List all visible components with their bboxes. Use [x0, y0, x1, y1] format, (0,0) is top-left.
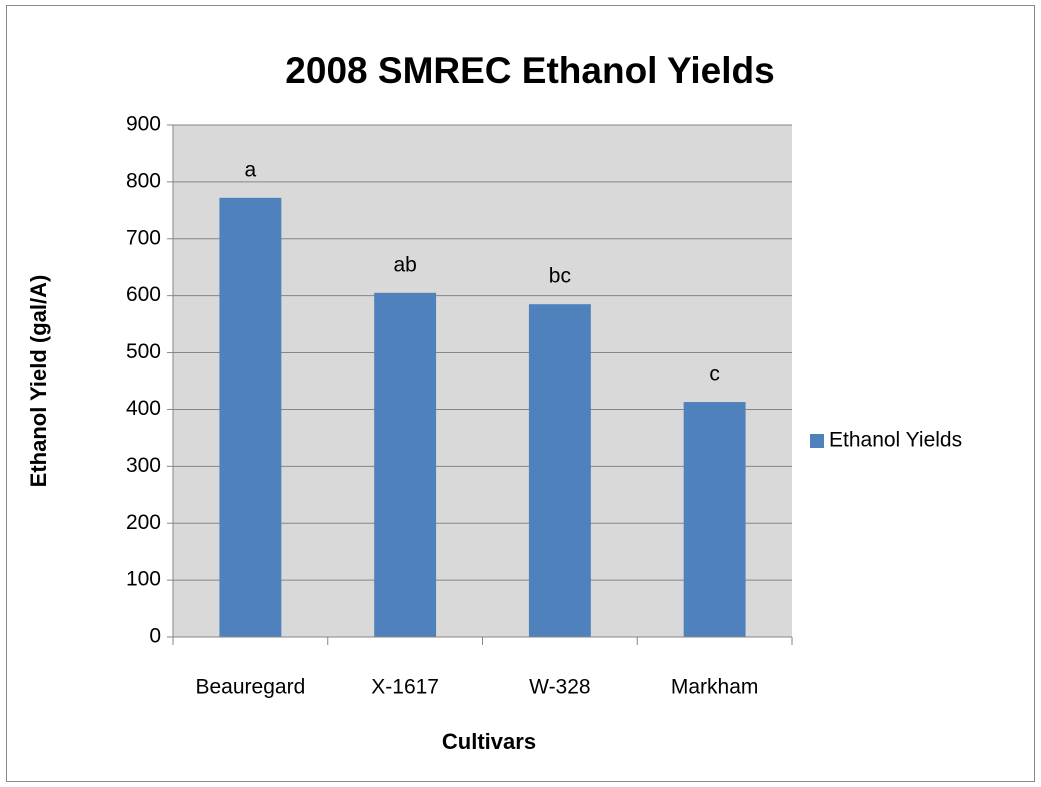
chart-title: 2008 SMREC Ethanol Yields [285, 50, 774, 91]
legend-swatch [810, 434, 824, 448]
annotation: ab [393, 253, 416, 276]
bar [374, 292, 437, 637]
y-tick-label: 200 [126, 511, 161, 534]
x-tick-label: X-1617 [371, 676, 439, 699]
x-tick-label: W-328 [529, 676, 590, 699]
y-tick-label: 0 [149, 625, 161, 648]
legend-label: Ethanol Yields [829, 429, 962, 452]
y-tick-label: 600 [126, 283, 161, 306]
annotation: bc [549, 265, 571, 288]
x-tick-label: Beauregard [196, 676, 306, 699]
bar [683, 402, 746, 637]
y-tick-label: 700 [126, 226, 161, 249]
y-tick-label: 800 [126, 169, 161, 192]
y-tick-label: 300 [126, 454, 161, 477]
x-axis-label: Cultivars [442, 729, 536, 754]
y-tick-label: 500 [126, 340, 161, 363]
x-tick-label: Markham [671, 676, 759, 699]
y-tick-label: 400 [126, 397, 161, 420]
y-tick-label: 900 [126, 113, 161, 136]
y-tick-label: 100 [126, 568, 161, 591]
annotation: a [245, 158, 257, 181]
bar [528, 304, 591, 637]
bar [219, 197, 282, 637]
y-axis-label: Ethanol Yield (gal/A) [26, 275, 51, 488]
annotation: c [709, 363, 720, 386]
